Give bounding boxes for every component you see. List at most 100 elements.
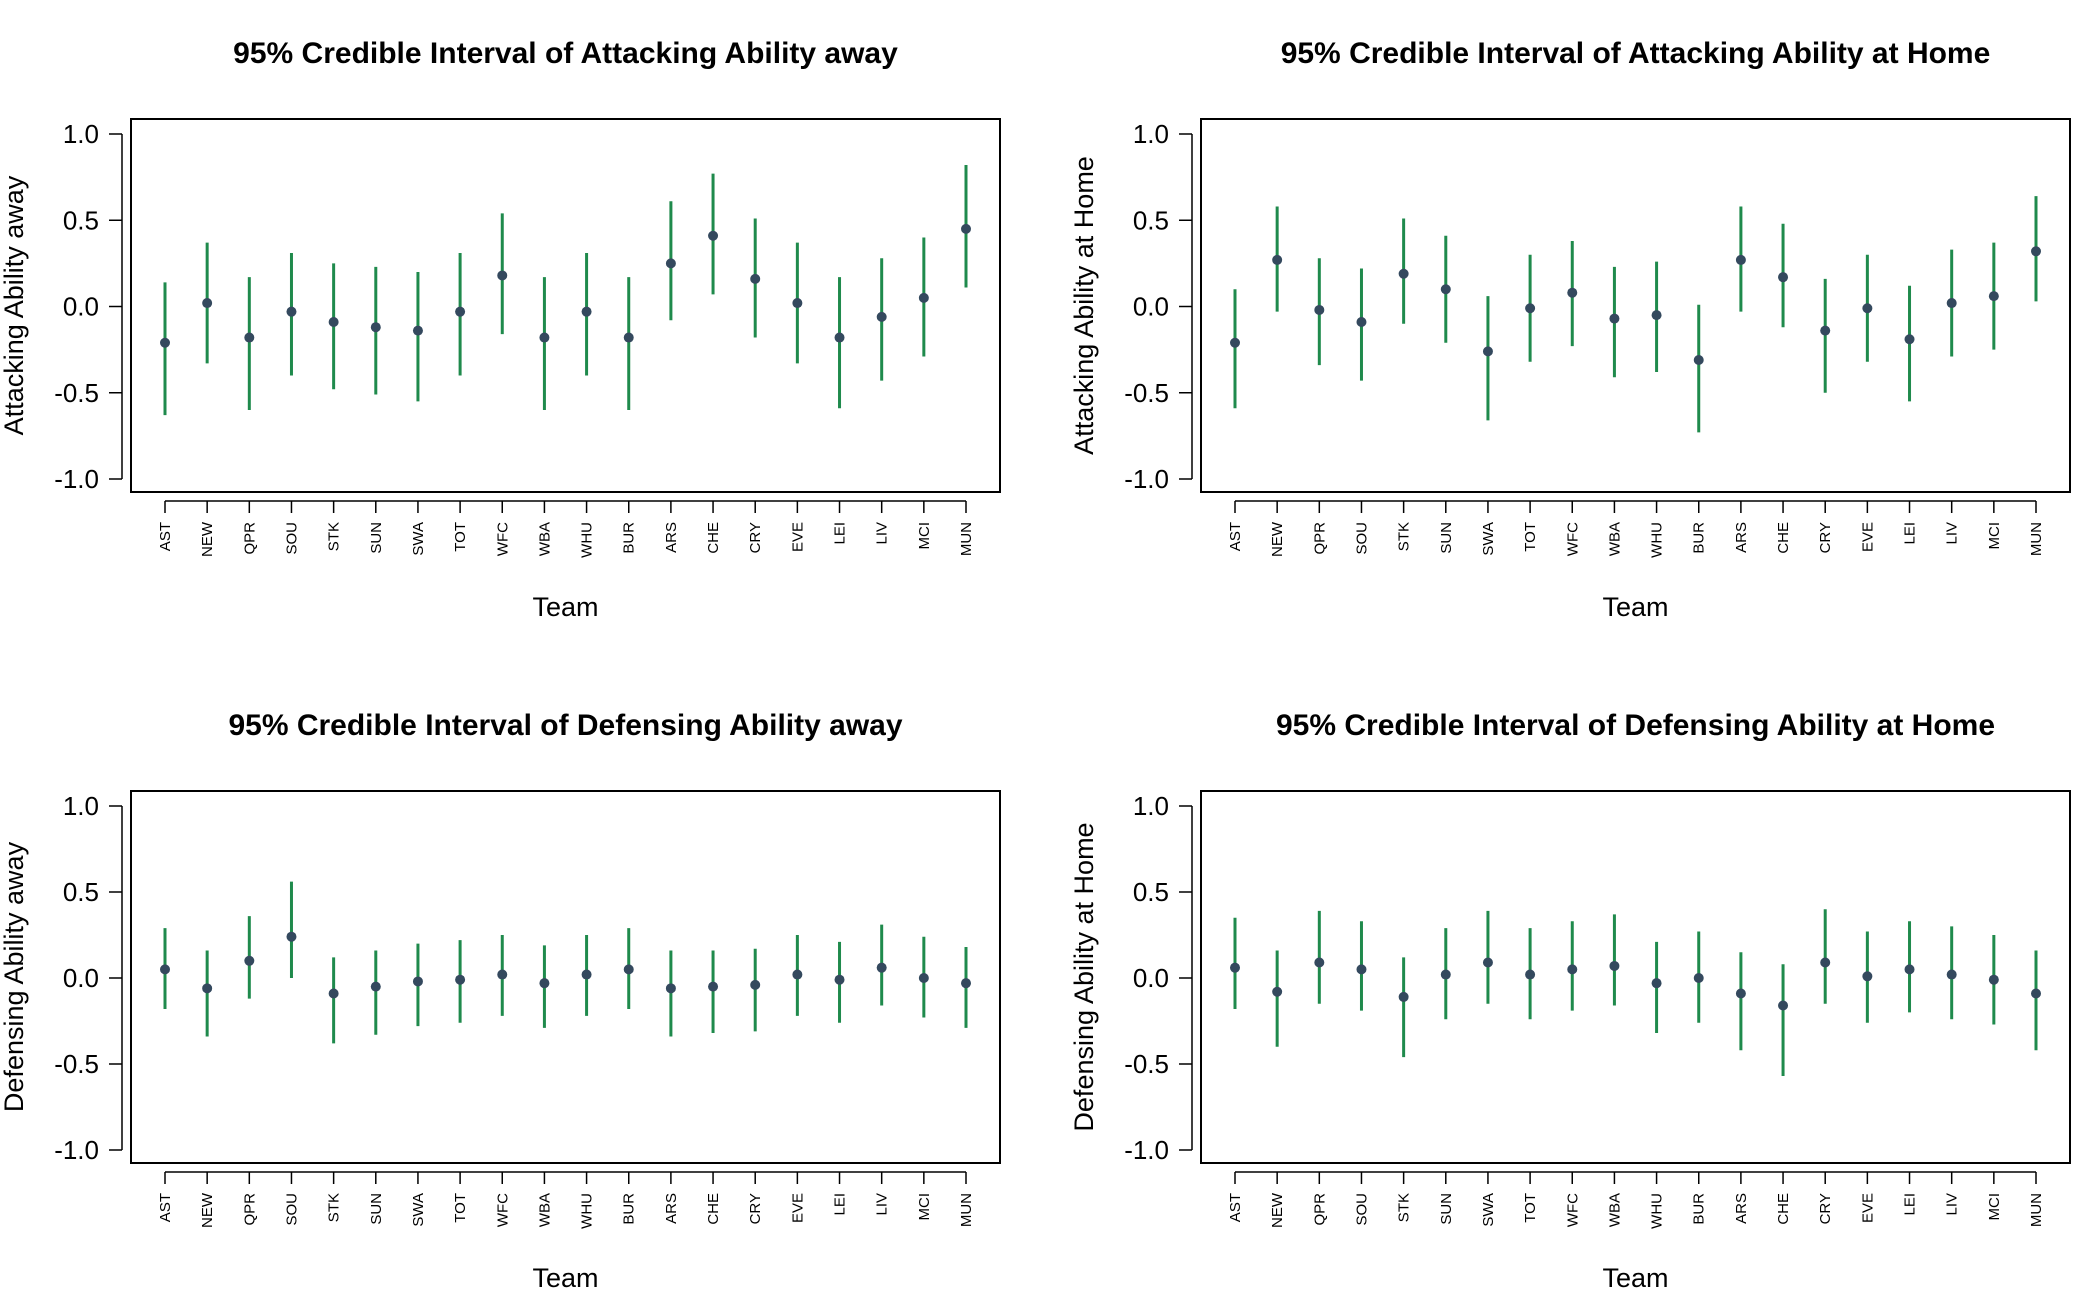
x-tick-label: QPR (1311, 522, 1328, 555)
plot-frame (1200, 790, 2071, 1164)
point-ast (160, 337, 170, 348)
point-ars (665, 983, 676, 994)
point-wba (1609, 960, 1620, 971)
point-mci (1988, 291, 1999, 302)
y-tick-label: -1.0 (1124, 464, 1169, 494)
point-sun (1440, 284, 1451, 295)
point-whu (1651, 310, 1662, 321)
x-tick-label: SWA (1480, 1193, 1497, 1227)
x-tick-label: NEW (199, 1192, 216, 1228)
y-axis-label: Attacking Ability at Home (1069, 156, 1099, 455)
point-sou (1356, 964, 1367, 975)
x-tick-label: LEI (832, 522, 849, 545)
x-tick-label: CRY (747, 522, 764, 553)
x-tick-label: SOU (1353, 1193, 1370, 1226)
y-tick-label: 0.0 (1133, 963, 1169, 993)
point-swa (1482, 346, 1493, 357)
x-tick-label: CHE (705, 522, 722, 554)
plot-frame (130, 790, 1001, 1164)
point-ast (1230, 337, 1240, 348)
chart-panel-1: 95% Credible Interval of Attacking Abili… (0, 37, 1001, 622)
point-tot (455, 974, 466, 985)
x-tick-label: AST (157, 1193, 174, 1222)
point-lei (834, 332, 845, 343)
x-tick-label: SOU (283, 522, 300, 555)
y-tick-label: 1.0 (63, 791, 99, 821)
x-tick-label: STK (326, 522, 343, 551)
point-sun (370, 981, 381, 992)
point-mci (918, 292, 929, 303)
x-tick-label: AST (157, 522, 174, 551)
y-tick-label: -0.5 (54, 378, 99, 408)
x-tick-label: LIV (874, 1193, 891, 1216)
x-tick-label: AST (1227, 522, 1244, 551)
x-tick-label: STK (326, 1193, 343, 1222)
point-ast (1230, 962, 1240, 973)
point-new (1272, 254, 1283, 265)
point-new (202, 298, 213, 309)
x-tick-label: WHU (1649, 522, 1666, 558)
point-eve (792, 969, 803, 980)
x-tick-label: TOT (1522, 1193, 1539, 1223)
point-cry (750, 979, 761, 990)
y-axis-label: Defensing Ability away (0, 841, 29, 1112)
chart-panel-3: 95% Credible Interval of Defensing Abili… (0, 709, 1001, 1292)
x-tick-label: EVE (1859, 1193, 1876, 1223)
x-axis-label: Team (532, 592, 598, 622)
x-tick-label: CRY (747, 1193, 764, 1224)
point-stk (1398, 991, 1409, 1002)
x-tick-label: BUR (621, 1193, 638, 1225)
y-tick-label: -1.0 (1124, 1135, 1169, 1165)
point-sou (1356, 317, 1367, 328)
x-tick-label: AST (1227, 1193, 1244, 1222)
x-axis-label: Team (1602, 1263, 1668, 1292)
x-tick-label: SUN (368, 522, 385, 554)
point-new (202, 983, 213, 994)
plot-frame (1200, 118, 2071, 493)
point-mun (2031, 988, 2041, 999)
y-tick-label: 0.0 (63, 292, 99, 322)
x-tick-label: SUN (1438, 1193, 1455, 1225)
x-tick-label: NEW (1269, 1192, 1286, 1228)
point-mun (961, 978, 971, 989)
point-stk (1398, 268, 1409, 279)
point-whu (1651, 978, 1662, 989)
x-tick-label: QPR (241, 1193, 258, 1226)
x-tick-label: STK (1396, 1193, 1413, 1222)
y-tick-label: 1.0 (1133, 791, 1169, 821)
x-tick-label: MUN (958, 1193, 975, 1227)
point-bur (623, 332, 634, 343)
point-che (1778, 272, 1789, 283)
point-cry (1820, 325, 1831, 336)
point-mci (1988, 974, 1999, 985)
x-tick-label: MCI (1986, 522, 2003, 550)
x-tick-label: EVE (789, 1193, 806, 1223)
y-tick-label: 0.5 (63, 877, 99, 907)
x-tick-label: MUN (2028, 522, 2045, 556)
y-tick-label: -0.5 (1124, 1049, 1169, 1079)
x-tick-label: SWA (410, 522, 427, 556)
point-ars (665, 258, 676, 269)
point-ast (160, 964, 170, 975)
x-tick-label: STK (1396, 522, 1413, 551)
y-tick-label: 0.5 (1133, 205, 1169, 235)
y-tick-label: -1.0 (54, 464, 99, 494)
point-eve (1862, 303, 1873, 314)
point-tot (1525, 303, 1536, 314)
x-tick-label: LEI (1902, 1193, 1919, 1216)
point-che (708, 230, 719, 241)
x-tick-label: BUR (1691, 1193, 1708, 1225)
x-tick-label: ARS (1733, 522, 1750, 553)
x-tick-label: CRY (1817, 522, 1834, 553)
x-tick-label: SOU (283, 1193, 300, 1226)
x-tick-label: SUN (1438, 522, 1455, 554)
y-tick-label: 0.0 (63, 963, 99, 993)
point-liv (1946, 969, 1957, 980)
point-ars (1735, 988, 1746, 999)
point-new (1272, 986, 1283, 997)
x-tick-label: QPR (241, 522, 258, 555)
y-tick-label: -1.0 (54, 1135, 99, 1165)
point-swa (412, 976, 423, 987)
x-tick-label: SWA (1480, 522, 1497, 556)
x-tick-label: TOT (452, 1193, 469, 1223)
